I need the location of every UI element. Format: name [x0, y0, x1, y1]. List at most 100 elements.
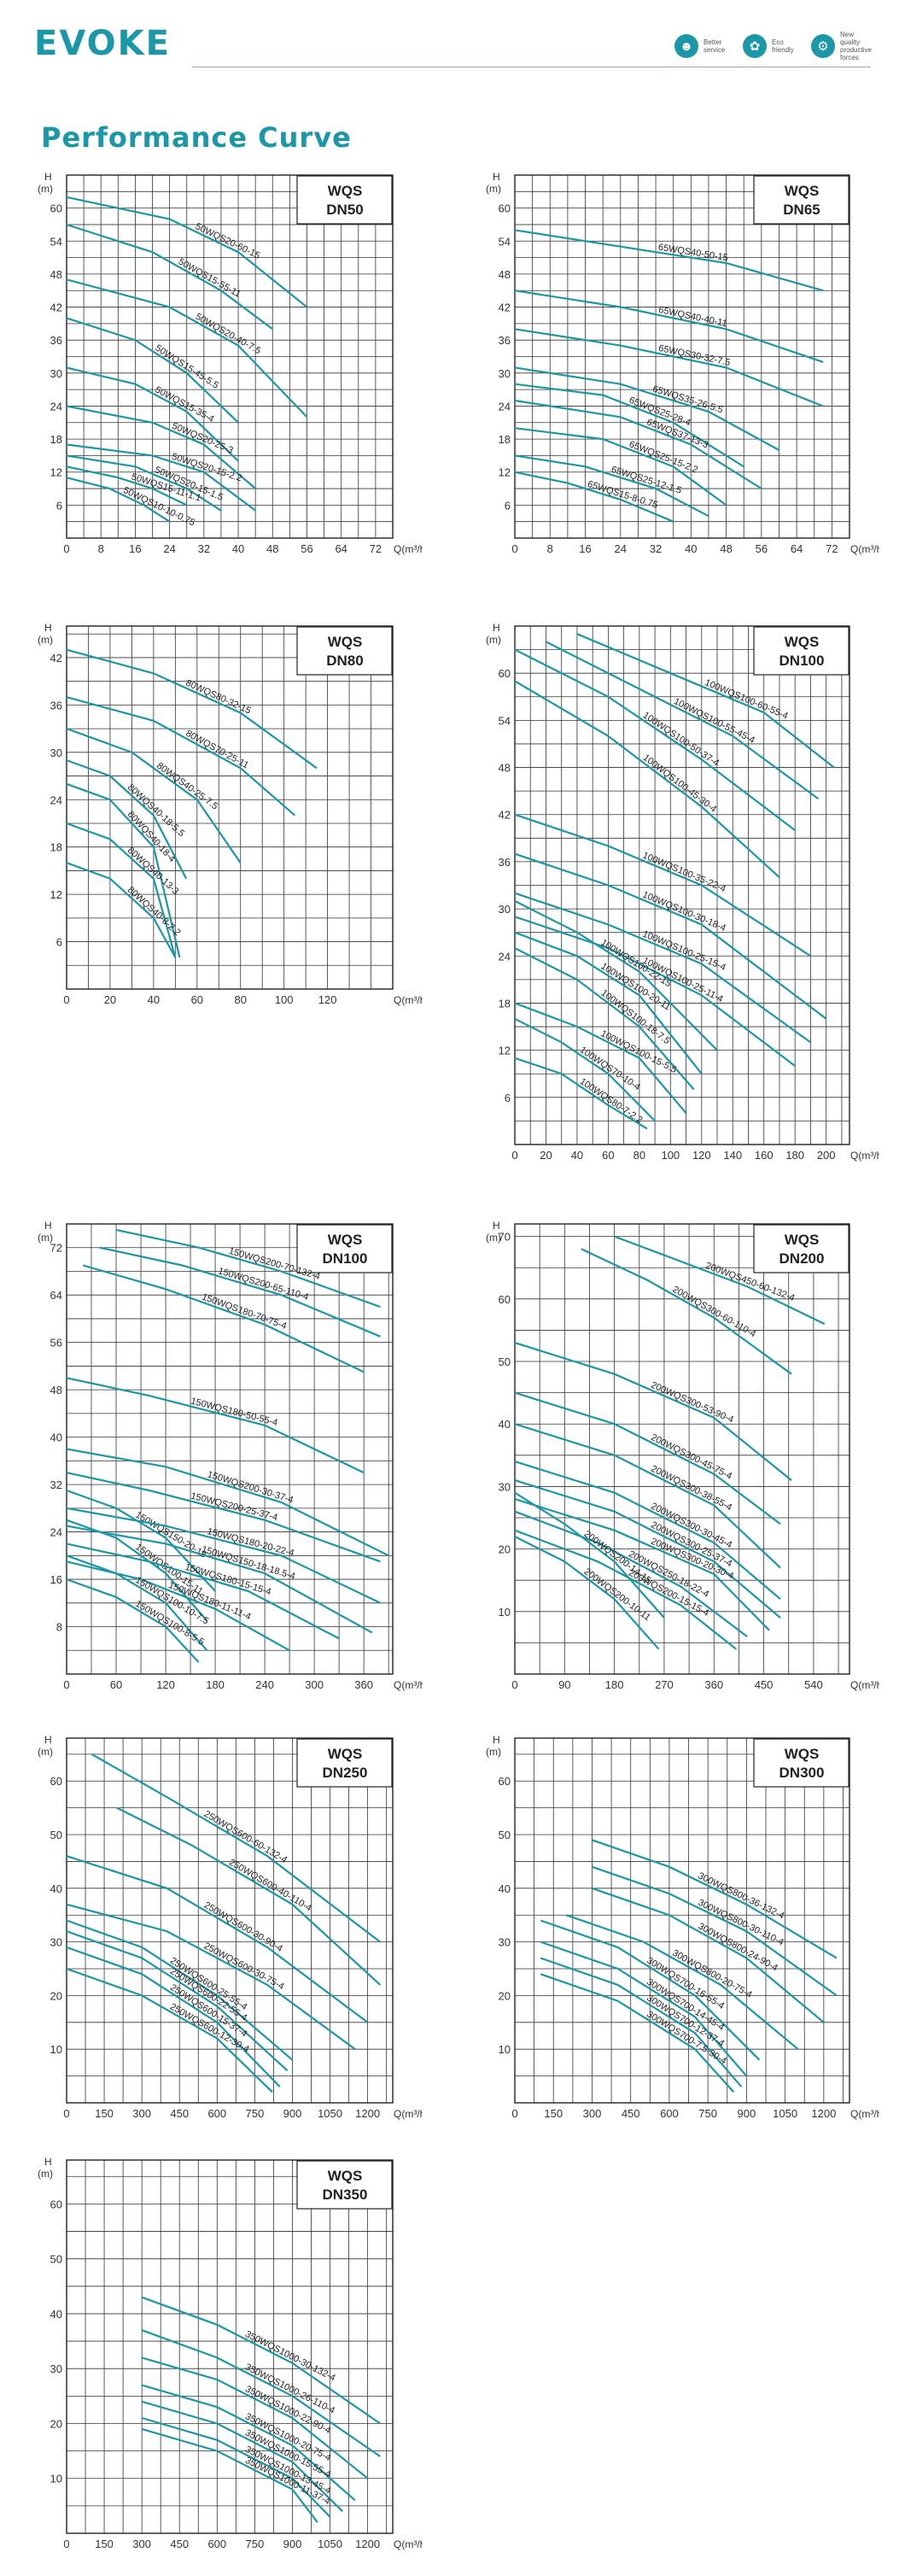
leaf-icon: ✿ [743, 34, 767, 58]
x-tick-label: 360 [704, 1678, 723, 1691]
x-tick-label: 120 [156, 1678, 175, 1691]
x-tick-label: 40 [685, 542, 697, 555]
x-axis-label: Q(m³/h) [850, 543, 879, 555]
feature-quality: ⚙ New quality productive forces [811, 29, 873, 63]
x-tick-label: 48 [266, 542, 278, 555]
y-tick-label: 56 [50, 1337, 62, 1349]
x-tick-label: 100 [661, 1149, 680, 1162]
chart-wqs-dn100-large: 0 60 120 180 240 300 360 8 16 24 32 40 48 56 64 72 H (m) Q… [17, 1220, 423, 1698]
y-tick-label: 40 [499, 1418, 511, 1431]
x-tick-label: 0 [63, 542, 69, 555]
chart-wqs-dn50: 0 8 16 24 32 40 48 56 64 72 6 12 18 24 30 36 42 48 54 60 H (m… [17, 171, 423, 564]
x-tick-label: 0 [63, 1678, 69, 1691]
series-line [514, 1498, 770, 1631]
x-tick-label: 40 [148, 993, 160, 1006]
chart-title-line1: WQS [328, 634, 363, 650]
x-tick-label: 900 [283, 2538, 302, 2550]
series-line [581, 1248, 792, 1375]
x-tick-label: 0 [511, 542, 517, 555]
x-tick-label: 80 [234, 993, 246, 1006]
y-tick-label: 6 [505, 499, 511, 512]
series-line [141, 2427, 318, 2523]
x-tick-label: 450 [170, 2538, 189, 2550]
x-tick-label: 120 [318, 993, 337, 1006]
y-axis-label: H [44, 1220, 52, 1232]
x-tick-label: 0 [511, 1149, 517, 1162]
chart-title-line2: DN250 [323, 1765, 368, 1781]
feature-eco-friendly: ✿ Eco friendly [743, 29, 804, 63]
series-line [66, 696, 296, 817]
y-tick-label: 6 [56, 499, 62, 512]
header: EVOKE ☻ Better service ✿ Eco friendly ⚙ … [0, 0, 905, 94]
x-tick-label: 900 [283, 2107, 302, 2120]
y-tick-label: 24 [50, 400, 62, 413]
title-box [296, 626, 393, 676]
y-tick-label: 6 [505, 1092, 511, 1104]
series-line [546, 641, 820, 800]
y-tick-label: 60 [499, 667, 511, 680]
y-tick-label: 20 [499, 1989, 511, 2002]
x-axis-label: Q(m³/h) [394, 994, 423, 1006]
x-tick-label: 20 [104, 993, 116, 1006]
x-tick-label: 240 [255, 1678, 274, 1691]
x-tick-label: 1200 [355, 2538, 380, 2550]
y-tick-label: 30 [50, 367, 62, 380]
y-tick-label: 30 [50, 746, 62, 759]
series-line [576, 633, 835, 769]
chart-title-line1: WQS [328, 2168, 363, 2184]
x-tick-label: 100 [275, 993, 294, 1006]
y-tick-label: 40 [50, 2308, 62, 2321]
y-tick-label: 36 [499, 856, 511, 869]
x-tick-label: 360 [354, 1678, 373, 1691]
series-line [66, 648, 318, 770]
y-tick-label: 50 [50, 1829, 62, 1841]
chart-title-line2: DN100 [779, 653, 825, 669]
y-tick-label: 10 [50, 2473, 62, 2485]
x-tick-label: 80 [634, 1149, 645, 1162]
series-line [514, 680, 780, 879]
series-line [514, 852, 827, 1020]
x-axis-label: Q(m³/h) [394, 1679, 423, 1691]
grid [515, 1738, 850, 2103]
x-tick-label: 140 [723, 1149, 742, 1162]
y-tick-label: 16 [50, 1573, 62, 1586]
y-tick-label: 30 [499, 367, 511, 380]
series-line [514, 1391, 781, 1525]
chart-title-line2: DN300 [779, 1765, 825, 1781]
chart-title-line2: DN65 [783, 202, 820, 218]
series-line [514, 471, 674, 523]
chart-svg: 0 8 16 24 32 40 48 56 64 72 6 12 18 24 30 36 42 48 54 60 H(m… [38, 171, 423, 555]
series-label: 65WQS40-40-11 [657, 305, 727, 329]
title-box [753, 1224, 850, 1273]
chart-wqs-dn80: 0 20 40 60 80 100 120 6 12 18 24 30 36 42 H(m) Q(m³/h) W… [17, 622, 423, 1015]
x-tick-label: 900 [738, 2107, 756, 2120]
series-line [66, 278, 308, 419]
plot-frame [514, 1223, 850, 1675]
series-label: 150WQS180-50-55-4 [190, 1396, 278, 1429]
series-line [614, 1235, 826, 1326]
series-line [514, 916, 796, 1067]
y-tick-label: 24 [499, 400, 511, 413]
y-tick-label: 20 [499, 1543, 511, 1556]
y-tick-label: 30 [499, 1936, 511, 1949]
plot-frame [66, 625, 394, 990]
x-tick-label: 20 [540, 1149, 552, 1162]
y-tick-label: 60 [50, 202, 62, 215]
series-line [66, 454, 222, 512]
x-tick-label: 40 [571, 1149, 583, 1162]
x-tick-label: 1050 [773, 2107, 797, 2120]
series-label: 65WQS40-50-15 [657, 243, 728, 264]
y-tick-label: 48 [499, 268, 511, 281]
chart-wqs-dn200: 0 90 180 270 360 450 540 10 20 30 40 50 60 70 H (m) Q(m³… [474, 1220, 879, 1698]
series-line [66, 1560, 290, 1652]
series-line [66, 759, 188, 880]
y-tick-label: 60 [499, 1775, 511, 1788]
x-tick-label: 270 [655, 1678, 674, 1691]
x-tick-label: 24 [163, 542, 175, 555]
y-axis-unit: (m) [486, 1746, 501, 1758]
series-line [514, 1002, 687, 1114]
y-tick-label: 42 [50, 302, 62, 314]
series-line [66, 1903, 356, 2051]
y-axis-unit: (m) [38, 634, 53, 646]
series-line [514, 1510, 748, 1637]
